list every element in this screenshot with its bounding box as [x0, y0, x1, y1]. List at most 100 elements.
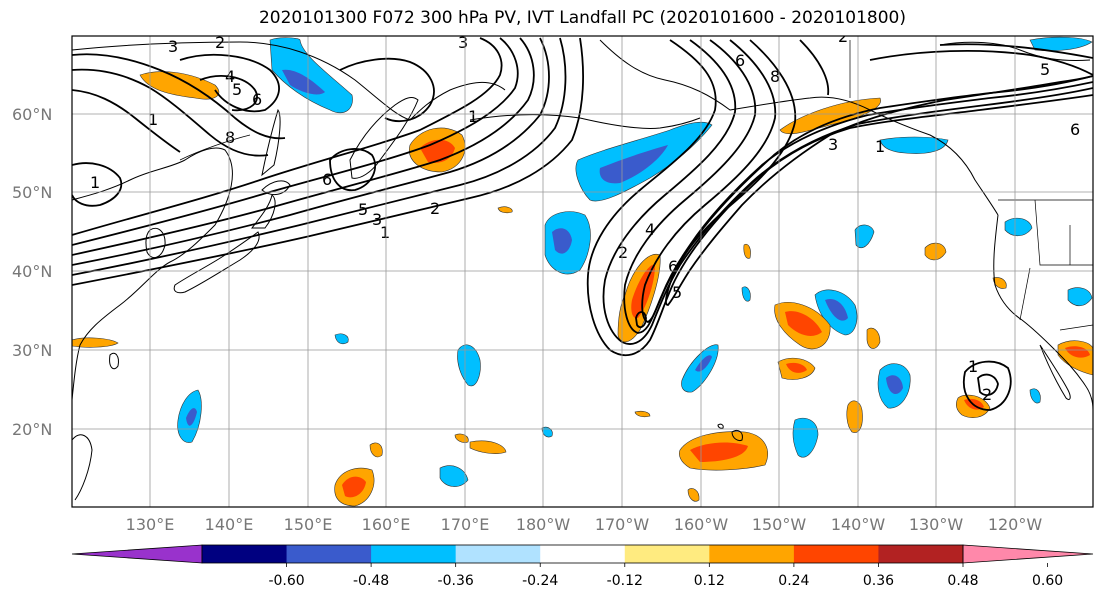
colorbar-extension-low — [71, 544, 203, 564]
ivt-negative-patch — [792, 417, 819, 458]
lat-label: 60°N — [12, 105, 52, 124]
contour-label: 2 — [982, 385, 992, 404]
lon-label: 150°E — [284, 515, 333, 534]
pv-contour — [602, 39, 1093, 345]
ivt-positive-patch — [469, 440, 507, 454]
lat-label: 50°N — [12, 183, 52, 202]
pv-contour — [72, 37, 550, 266]
contour-label: 1 — [468, 107, 478, 126]
contour-label: 1 — [875, 137, 885, 156]
lon-label: 140°W — [831, 515, 886, 534]
ivt-positive-patch — [779, 97, 881, 135]
colorbar: -0.60 -0.48 -0.36 -0.24 -0.12 0.12 0.24 0.36 0.4… — [71, 544, 1094, 589]
pv-contours — [72, 37, 1093, 411]
pv-contour — [586, 39, 1093, 357]
lon-label: 130°E — [126, 515, 175, 534]
contour-label: 2 — [838, 27, 848, 46]
contour-labels: 3 2 4 5 6 8 1 6 5 3 1 2 2 4 5 6 3 1 2 6 … — [90, 27, 1080, 404]
taiwan-coastline — [109, 352, 119, 370]
border-line — [179, 134, 251, 161]
pv-contour — [869, 49, 1093, 76]
ivt-positive-patch — [785, 311, 822, 336]
colorbar-outline — [201, 544, 964, 564]
contour-label: 2 — [215, 33, 225, 52]
pv-contour — [329, 148, 377, 192]
hawaii-coastline — [717, 423, 724, 429]
contour-label: 4 — [225, 67, 235, 86]
pv-contour — [72, 162, 123, 207]
ivt-negative-patch — [695, 355, 712, 372]
contour-label: 4 — [645, 220, 655, 239]
contour-label: 5 — [1040, 60, 1050, 79]
ivt-negative-patch — [552, 228, 572, 254]
ivt-negative-patch — [439, 465, 469, 487]
colorbar-tick-label: -0.60 — [268, 573, 304, 589]
ivt-positive-patch — [846, 400, 863, 433]
ivt-positive-patch — [1065, 346, 1090, 358]
pv-contour — [665, 39, 1093, 306]
colorbar-tick-label: -0.48 — [353, 573, 389, 589]
japan-coastline — [173, 231, 260, 294]
pv-contour — [199, 75, 258, 112]
colorbar-segment — [540, 545, 626, 563]
ivt-negative-patch — [282, 69, 325, 95]
pv-contour — [339, 57, 435, 122]
ivt-negative-patch — [854, 224, 875, 249]
pv-contour — [72, 37, 567, 276]
ivt-negative-patch — [825, 298, 848, 321]
border-line — [1059, 324, 1093, 331]
contour-label: 1 — [380, 223, 390, 242]
contour-label: 6 — [322, 170, 332, 189]
lon-label: 170°W — [595, 515, 650, 534]
contour-label: 3 — [458, 33, 468, 52]
lon-label: 160°W — [674, 515, 729, 534]
colorbar-segment — [202, 545, 288, 563]
hokkaido-coastline — [261, 180, 291, 196]
colorbar-segment — [371, 545, 457, 563]
philippines-coastline — [72, 434, 93, 501]
ivt-negative-patch — [1067, 287, 1093, 307]
contour-label: 8 — [225, 128, 235, 147]
contour-label: 8 — [770, 67, 780, 86]
contour-label: 6 — [735, 51, 745, 70]
ivt-positive-patch — [139, 71, 220, 100]
map-title: 2020101300 F072 300 hPa PV, IVT Landfall… — [258, 8, 906, 28]
lon-label: 180°W — [516, 515, 571, 534]
contour-label: 6 — [1070, 120, 1080, 139]
lon-label: 160°E — [362, 515, 411, 534]
contour-label: 1 — [968, 357, 978, 376]
lon-label: 120°W — [988, 515, 1043, 534]
lon-label: 150°W — [752, 515, 807, 534]
contour-label: 6 — [252, 90, 262, 109]
pv-contour — [72, 37, 535, 256]
okhotsk-coastline — [72, 41, 506, 121]
pv-contour — [72, 37, 519, 246]
ivt-positive-patch — [72, 337, 119, 348]
pv-contour — [799, 39, 830, 96]
hawaii-coastline — [731, 429, 743, 441]
ivt-positive-patch — [690, 442, 748, 462]
ivt-positive-patch — [634, 410, 651, 418]
ivt-negative-patch — [1029, 388, 1041, 404]
lon-label: 170°E — [441, 515, 490, 534]
pv-contour — [977, 373, 999, 396]
alaska-coastline — [599, 39, 999, 216]
colorbar-tick-label: 0.12 — [694, 573, 725, 589]
arctic-coastline — [939, 41, 1091, 61]
na-coastline — [993, 214, 1093, 411]
pv-contour — [179, 53, 280, 113]
borders — [179, 40, 1093, 331]
contour-label: 3 — [828, 135, 838, 154]
lon-label: 140°E — [205, 515, 254, 534]
ivt-negative-patch — [741, 286, 751, 302]
contour-label: 6 — [668, 257, 678, 276]
contour-label: 5 — [232, 80, 242, 99]
ivt-positive-patch — [342, 476, 366, 498]
ivt-positive-patch — [924, 242, 947, 261]
colorbar-segment — [624, 545, 710, 563]
kamchatka-coastline — [349, 97, 419, 179]
gridlines — [72, 36, 1093, 507]
lat-label: 30°N — [12, 341, 52, 360]
latitude-labels: 60°N 50°N 40°N 30°N 20°N — [12, 105, 52, 439]
ivt-negative-patch — [599, 145, 668, 184]
